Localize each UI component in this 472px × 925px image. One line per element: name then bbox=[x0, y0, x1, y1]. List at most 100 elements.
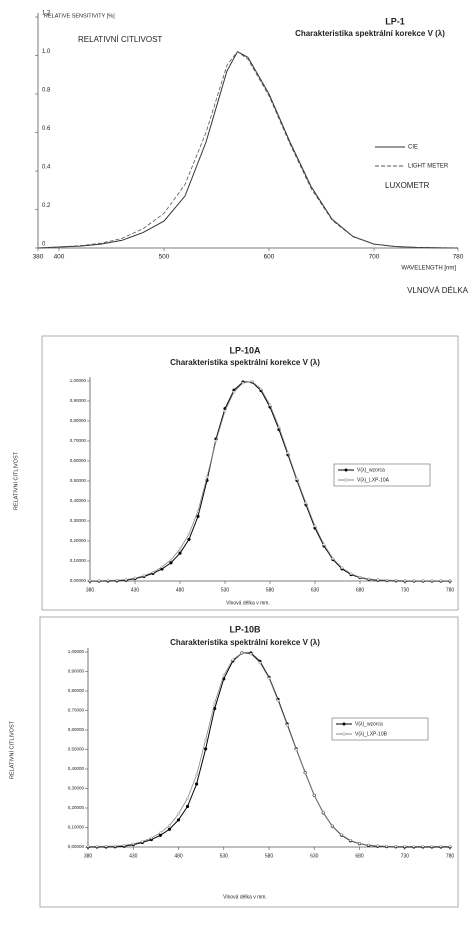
data-point bbox=[223, 409, 227, 413]
legend-label: V(λ)_wzorca bbox=[357, 467, 385, 473]
x-tick-label: 730 bbox=[401, 853, 410, 859]
x-tick-label: 480 bbox=[174, 853, 183, 859]
data-point bbox=[331, 824, 334, 828]
y-tick-label: 0,60000 bbox=[68, 727, 85, 732]
x-tick-label: 630 bbox=[310, 853, 319, 859]
data-point bbox=[448, 845, 452, 848]
data-point bbox=[231, 658, 235, 662]
data-point bbox=[240, 651, 244, 655]
x-tick-label: 700 bbox=[369, 254, 380, 261]
x-tick-label: 730 bbox=[401, 587, 410, 593]
y-tick-label: 0,70000 bbox=[68, 708, 85, 713]
data-point bbox=[439, 845, 443, 848]
legend-marker bbox=[344, 468, 348, 472]
data-point bbox=[185, 804, 190, 809]
chart-frame bbox=[39, 616, 459, 908]
data-point bbox=[142, 574, 146, 577]
legend-label: V(λ)_LXP-10A bbox=[357, 477, 390, 483]
data-point bbox=[86, 845, 90, 848]
data-point bbox=[331, 557, 335, 560]
data-point bbox=[421, 845, 425, 848]
y-tick-label: 0,00000 bbox=[68, 844, 85, 849]
data-point bbox=[113, 844, 117, 848]
data-point bbox=[177, 812, 180, 816]
legend-box bbox=[333, 463, 431, 487]
data-point bbox=[412, 579, 416, 582]
chart-title: LP-10B bbox=[229, 624, 261, 634]
data-point bbox=[168, 824, 171, 827]
y-tick-label: 0,50000 bbox=[70, 478, 87, 483]
data-point bbox=[430, 845, 434, 848]
y-tick-label: 1,00000 bbox=[70, 378, 87, 383]
data-point bbox=[95, 845, 99, 848]
x-tick-label: 500 bbox=[159, 254, 170, 261]
x-axis-label: WAVELENGTH [nm] bbox=[401, 266, 456, 272]
y-tick-label: 0,50000 bbox=[68, 747, 85, 752]
x-tick-label: 680 bbox=[355, 853, 364, 859]
y-tick-label: 0,10000 bbox=[70, 558, 87, 563]
data-point bbox=[385, 844, 388, 848]
data-point bbox=[294, 748, 298, 751]
x-tick-label: 430 bbox=[131, 587, 140, 593]
data-point bbox=[187, 537, 191, 542]
data-point bbox=[214, 439, 218, 443]
data-point bbox=[358, 575, 362, 579]
x-tick-label: 630 bbox=[311, 587, 320, 593]
chart-title: LP-10A bbox=[229, 345, 261, 355]
x-tick-label: 600 bbox=[264, 254, 275, 261]
data-point bbox=[133, 576, 137, 580]
chart-subtitle: Charakteristika spektrální korekce V (λ) bbox=[170, 638, 320, 647]
data-point bbox=[169, 561, 173, 565]
y-tick-label: 0.2 bbox=[42, 203, 51, 209]
data-point bbox=[160, 565, 164, 569]
data-point bbox=[122, 844, 126, 847]
data-point bbox=[259, 387, 263, 391]
y-tick-label: 0,30000 bbox=[68, 786, 85, 791]
x-tick-label: 780 bbox=[446, 587, 455, 593]
data-point bbox=[349, 839, 352, 842]
y-tick-label: 0,90000 bbox=[70, 398, 87, 403]
data-point bbox=[158, 833, 163, 837]
legend-label: LIGHT METER bbox=[408, 164, 449, 170]
data-point bbox=[176, 818, 181, 822]
data-point bbox=[403, 845, 407, 848]
data-point bbox=[258, 661, 262, 665]
x-tick-label: 780 bbox=[446, 853, 455, 859]
data-point bbox=[249, 652, 253, 656]
y-tick-label: 0.4 bbox=[42, 165, 51, 171]
y-tick-label: 0,70000 bbox=[70, 438, 87, 443]
y-tick-label: 0,00000 bbox=[70, 578, 87, 583]
legend-box bbox=[331, 717, 429, 741]
data-point bbox=[376, 578, 380, 582]
chart-frame bbox=[41, 335, 459, 611]
data-point bbox=[205, 475, 209, 479]
data-point bbox=[140, 840, 144, 843]
y-tick-label: 0,20000 bbox=[70, 538, 87, 543]
data-point bbox=[104, 844, 108, 848]
data-point bbox=[304, 501, 308, 505]
data-point bbox=[186, 796, 189, 800]
y-tick-label: 0,60000 bbox=[70, 458, 87, 463]
data-point bbox=[167, 827, 172, 831]
y-tick-label: 0.6 bbox=[42, 126, 51, 132]
data-point bbox=[222, 674, 226, 677]
data-point bbox=[131, 842, 135, 846]
x-axis-label: Vlnová délka v mm. bbox=[223, 894, 267, 900]
data-point bbox=[421, 579, 425, 582]
data-point bbox=[115, 578, 119, 582]
data-point bbox=[412, 845, 416, 848]
data-point bbox=[151, 570, 155, 574]
y-tick-label: 0,20000 bbox=[68, 805, 85, 810]
data-point bbox=[194, 782, 199, 786]
data-point bbox=[277, 425, 281, 429]
data-point bbox=[358, 842, 361, 845]
data-point bbox=[367, 577, 371, 581]
x-tick-label: 380 bbox=[33, 254, 44, 261]
data-point bbox=[178, 547, 182, 551]
x-tick-label: 380 bbox=[86, 587, 95, 593]
x-axis-label: Vlnová délka v mm. bbox=[226, 600, 270, 606]
x-tick-label: 580 bbox=[265, 853, 274, 859]
data-point bbox=[430, 579, 434, 582]
data-point bbox=[322, 543, 326, 546]
